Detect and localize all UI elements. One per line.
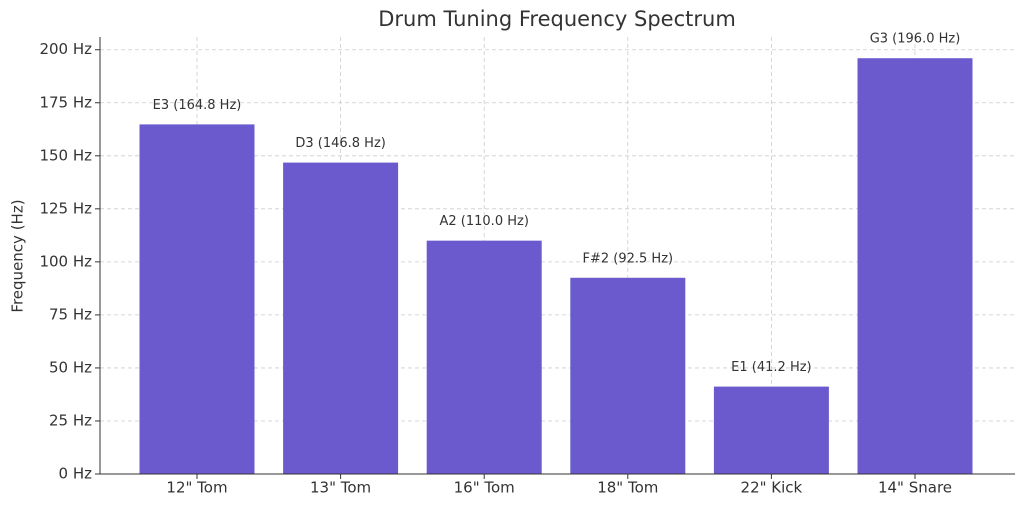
- bar: [713, 386, 829, 474]
- y-tick-label: 0 Hz: [59, 465, 93, 483]
- value-label: E1 (41.2 Hz): [731, 360, 811, 375]
- y-tick-label: 100 Hz: [39, 252, 92, 270]
- y-tick-label: 50 Hz: [49, 358, 92, 376]
- value-label: F#2 (92.5 Hz): [583, 251, 674, 266]
- x-tick-label: 16" Tom: [454, 479, 515, 497]
- y-tick-label: 25 Hz: [49, 411, 92, 429]
- x-tick-label: 13" Tom: [310, 479, 371, 497]
- y-tick-label: 125 Hz: [39, 199, 92, 217]
- x-tick-label: 18" Tom: [597, 479, 658, 497]
- x-tick-label: 22" Kick: [741, 479, 803, 497]
- bar: [570, 277, 686, 474]
- bar: [139, 124, 255, 475]
- y-tick-label: 150 Hz: [39, 146, 92, 164]
- y-tick-label: 175 Hz: [39, 93, 92, 111]
- y-axis-label: Frequency (Hz): [9, 199, 27, 312]
- bar: [857, 58, 973, 474]
- value-label: E3 (164.8 Hz): [153, 98, 242, 113]
- value-label: G3 (196.0 Hz): [870, 32, 961, 47]
- value-label: D3 (146.8 Hz): [295, 136, 386, 151]
- x-tick-label: 12" Tom: [166, 479, 227, 497]
- x-tick-label: 14" Snare: [878, 479, 952, 497]
- chart-title: Drum Tuning Frequency Spectrum: [378, 7, 736, 31]
- bar: [426, 240, 542, 474]
- value-label: A2 (110.0 Hz): [440, 214, 529, 229]
- y-tick-label: 75 Hz: [49, 305, 92, 323]
- y-tick-label: 200 Hz: [39, 40, 92, 58]
- bar: [283, 162, 399, 474]
